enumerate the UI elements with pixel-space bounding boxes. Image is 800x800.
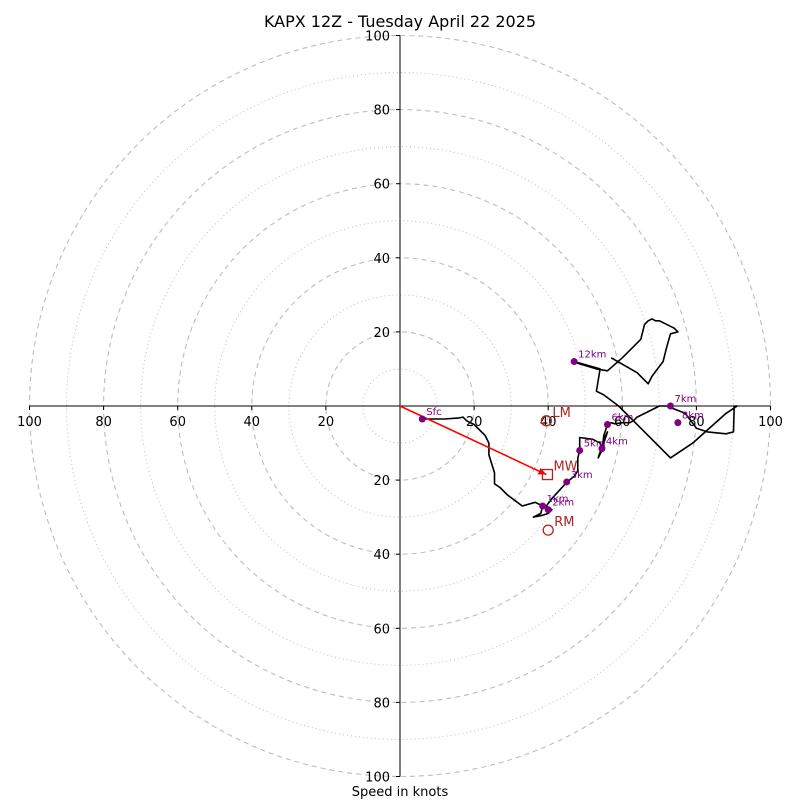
level-point bbox=[598, 445, 606, 453]
level-point bbox=[539, 502, 547, 510]
level-point bbox=[666, 402, 674, 410]
y-tick-label: 100 bbox=[365, 771, 390, 786]
level-label: 3km bbox=[571, 470, 593, 481]
level-point bbox=[563, 478, 571, 486]
y-tick-label: 100 bbox=[365, 30, 390, 45]
storm-motion-markers: LM MW RM bbox=[540, 406, 578, 536]
hodograph-trace bbox=[422, 318, 739, 518]
level-label: 5km bbox=[584, 438, 606, 449]
storm-motion-label: LM bbox=[552, 406, 570, 421]
level-point bbox=[674, 419, 682, 427]
y-tick-label: 20 bbox=[373, 326, 390, 341]
level-label: Sfc bbox=[426, 407, 441, 418]
y-tick-label: 60 bbox=[373, 622, 390, 637]
level-point bbox=[544, 506, 552, 514]
level-label: 1km bbox=[547, 494, 569, 505]
level-label: 7km bbox=[674, 394, 696, 405]
storm-motion-label: RM bbox=[554, 515, 574, 530]
x-tick-label: 80 bbox=[95, 415, 112, 430]
storm-motion-marker bbox=[540, 415, 552, 427]
x-tick-label: 60 bbox=[169, 415, 186, 430]
y-tick-label: 80 bbox=[373, 104, 390, 119]
x-tick-label: 40 bbox=[244, 415, 261, 430]
y-tick-label: 20 bbox=[373, 474, 390, 489]
level-point bbox=[576, 446, 584, 454]
hodograph-trace-group bbox=[422, 318, 739, 518]
level-label: 4km bbox=[606, 437, 628, 448]
storm-motion-label: MW bbox=[553, 460, 577, 475]
level-label: 6km bbox=[611, 413, 633, 424]
level-label: 12km bbox=[578, 350, 606, 361]
y-tick-label: 80 bbox=[373, 696, 390, 711]
x-axis-label: Speed in knots bbox=[352, 785, 449, 800]
x-tick-label: 100 bbox=[758, 415, 783, 430]
chart-title: KAPX 12Z - Tuesday April 22 2025 bbox=[264, 12, 536, 31]
level-point bbox=[570, 358, 578, 366]
x-tick-label: 80 bbox=[688, 415, 705, 430]
x-tick-label: 20 bbox=[466, 415, 483, 430]
level-point bbox=[418, 415, 426, 423]
level-label: 8km bbox=[682, 411, 704, 422]
level-point bbox=[603, 421, 611, 429]
x-tick-label: 20 bbox=[318, 415, 335, 430]
y-tick-label: 60 bbox=[373, 178, 390, 193]
y-tick-label: 40 bbox=[373, 548, 390, 563]
x-tick-label: 40 bbox=[540, 415, 557, 430]
storm-motion-marker bbox=[541, 468, 554, 481]
level-label: 2km bbox=[552, 498, 574, 509]
y-tick-label: 40 bbox=[373, 252, 390, 267]
x-tick-label: 100 bbox=[17, 415, 42, 430]
tick-labels: 100 80 60 40 20 20 40 60 80 100100806040202040608… bbox=[17, 30, 783, 786]
storm-motion-marker bbox=[542, 524, 554, 536]
